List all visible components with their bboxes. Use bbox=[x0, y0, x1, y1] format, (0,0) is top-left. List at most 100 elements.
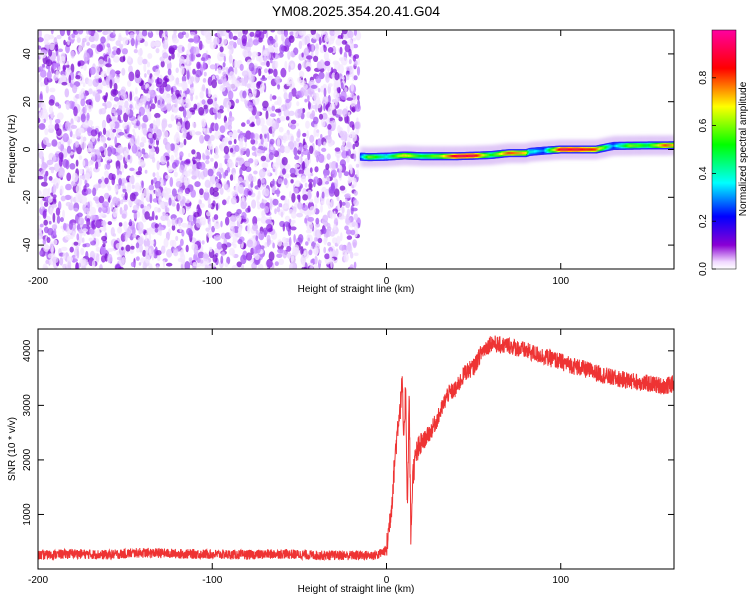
ridge-core bbox=[579, 148, 582, 151]
ridge-core bbox=[542, 149, 545, 152]
noise-speckle bbox=[340, 130, 348, 140]
noise-speckle bbox=[91, 154, 96, 162]
colorbar-tick-label: 0.6 bbox=[698, 118, 709, 132]
noise-speckle bbox=[252, 39, 259, 46]
noise-speckle bbox=[143, 63, 147, 73]
noise-speckle bbox=[290, 63, 294, 69]
noise-speckle bbox=[228, 161, 234, 168]
noise-speckle bbox=[82, 243, 87, 248]
noise-speckle bbox=[201, 84, 206, 92]
noise-speckle bbox=[243, 187, 250, 196]
noise-speckle bbox=[212, 254, 218, 263]
noise-speckle bbox=[112, 207, 118, 218]
noise-speckle bbox=[299, 79, 306, 86]
noise-speckle bbox=[235, 98, 240, 104]
noise-speckle bbox=[285, 98, 291, 104]
noise-speckle bbox=[68, 202, 74, 211]
noise-speckle bbox=[136, 248, 140, 253]
noise-speckle bbox=[61, 81, 68, 86]
noise-speckle bbox=[207, 230, 213, 239]
noise-speckle bbox=[264, 132, 267, 139]
noise-speckle bbox=[346, 142, 351, 148]
chart-title: YM08.2025.354.20.41.G04 bbox=[271, 3, 441, 19]
noise-speckle bbox=[87, 201, 91, 210]
noise-speckle bbox=[95, 219, 102, 229]
ridge-core bbox=[561, 148, 564, 151]
noise-speckle bbox=[203, 191, 210, 201]
noise-speckle bbox=[117, 266, 124, 269]
ridge-core bbox=[479, 154, 481, 157]
noise-speckle bbox=[162, 189, 169, 198]
noise-speckle bbox=[226, 256, 231, 265]
noise-speckle bbox=[357, 57, 360, 66]
noise-speckle bbox=[90, 240, 97, 246]
noise-speckle bbox=[80, 247, 85, 256]
noise-speckle bbox=[56, 54, 60, 62]
noise-speckle bbox=[290, 179, 294, 184]
noise-speckle bbox=[110, 202, 113, 210]
noise-speckle bbox=[141, 80, 145, 86]
noise-speckle bbox=[129, 192, 136, 202]
noise-speckle bbox=[248, 190, 252, 196]
noise-speckle bbox=[56, 112, 64, 121]
noise-speckle bbox=[106, 146, 113, 157]
noise-speckle bbox=[50, 168, 55, 174]
noise-speckle bbox=[202, 60, 206, 71]
colorbar-label: Normalized spectral amplitude bbox=[738, 81, 749, 216]
noise-speckle bbox=[258, 68, 262, 77]
noise-speckle bbox=[123, 150, 128, 158]
noise-speckle bbox=[112, 30, 116, 36]
noise-speckle bbox=[46, 237, 51, 243]
noise-speckle bbox=[104, 192, 110, 200]
noise-speckle bbox=[121, 93, 128, 100]
ridge-core bbox=[577, 148, 580, 151]
signal-ridge bbox=[359, 141, 674, 162]
noise-speckle bbox=[137, 115, 141, 122]
noise-speckle bbox=[128, 65, 133, 74]
noise-speckle bbox=[232, 226, 235, 234]
noise-speckle bbox=[247, 205, 251, 213]
noise-speckle bbox=[346, 155, 350, 163]
ridge-core bbox=[444, 155, 447, 158]
noise-speckle bbox=[284, 30, 288, 38]
noise-speckle bbox=[156, 129, 163, 138]
noise-speckle bbox=[109, 95, 114, 101]
noise-speckle bbox=[100, 70, 108, 78]
noise-speckle bbox=[299, 142, 303, 152]
noise-speckle bbox=[99, 146, 104, 152]
noise-speckle bbox=[43, 173, 48, 183]
noise-speckle bbox=[314, 103, 318, 113]
noise-speckle bbox=[75, 159, 79, 167]
noise-speckle bbox=[179, 164, 185, 173]
noise-speckle bbox=[265, 219, 273, 225]
noise-speckle bbox=[179, 151, 184, 158]
noise-speckle bbox=[353, 177, 357, 188]
noise-speckle bbox=[199, 259, 204, 264]
noise-speckle bbox=[259, 83, 265, 92]
noise-speckle bbox=[102, 243, 106, 247]
noise-speckle bbox=[337, 202, 341, 212]
noise-speckle bbox=[209, 127, 213, 134]
noise-speckle bbox=[298, 40, 303, 50]
noise-speckle bbox=[222, 62, 226, 68]
noise-speckle bbox=[288, 35, 295, 43]
noise-speckle bbox=[138, 159, 145, 166]
noise-speckle bbox=[223, 154, 230, 160]
noise-speckle bbox=[223, 145, 230, 155]
noise-speckle bbox=[96, 30, 103, 33]
noise-speckle bbox=[38, 37, 44, 43]
noise-speckle bbox=[183, 131, 187, 139]
ridge-core bbox=[605, 146, 608, 149]
ridge-core bbox=[556, 148, 559, 151]
ridge-core bbox=[510, 151, 513, 155]
noise-speckle bbox=[262, 100, 269, 109]
noise-speckle bbox=[53, 228, 57, 237]
noise-speckle bbox=[290, 119, 297, 125]
noise-speckle bbox=[199, 203, 205, 208]
noise-speckle bbox=[250, 181, 254, 188]
noise-speckle bbox=[192, 160, 197, 164]
noise-speckle bbox=[135, 242, 140, 249]
noise-speckle bbox=[305, 241, 309, 246]
noise-speckle bbox=[198, 199, 202, 205]
noise-speckle bbox=[67, 260, 72, 269]
